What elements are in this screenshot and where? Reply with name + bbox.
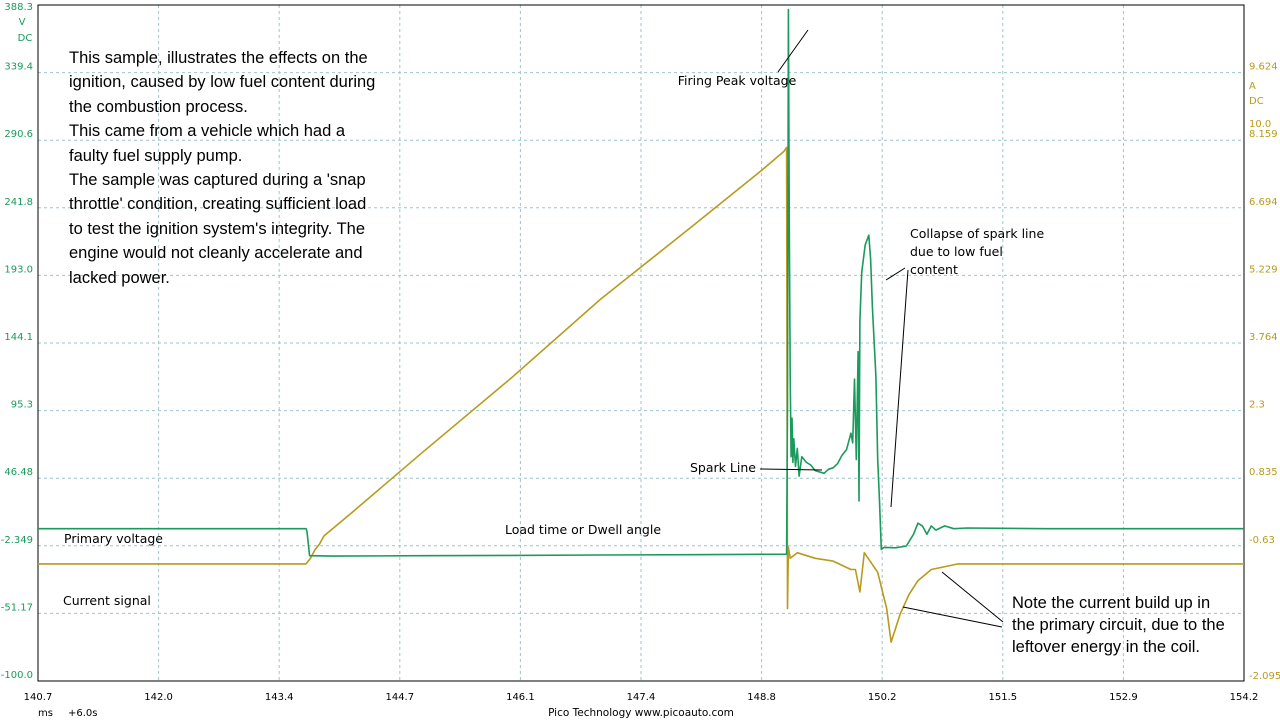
y-right-tick-label: 5.229 xyxy=(1249,264,1278,275)
y-right-tick-label: 10.0 xyxy=(1249,119,1271,130)
x-offset-label: +6.0s xyxy=(68,708,98,719)
leader-spark-line xyxy=(759,468,823,471)
x-tick-label: 148.8 xyxy=(747,692,776,703)
label-current-signal: Current signal xyxy=(63,593,151,608)
y-right-tick-label: 3.764 xyxy=(1249,332,1278,343)
description-line: This came from a vehicle which had a xyxy=(69,122,346,141)
note-line: Note the current build up in xyxy=(1012,594,1211,612)
x-tick-label: 152.9 xyxy=(1109,692,1138,703)
description-line: ignition, caused by low fuel content dur… xyxy=(69,73,376,92)
x-unit: ms xyxy=(38,708,53,719)
x-tick-label: 151.5 xyxy=(988,692,1017,703)
description-line: engine would not cleanly accelerate and xyxy=(69,244,363,263)
x-tick-label: 147.4 xyxy=(627,692,656,703)
leader-firing-peak xyxy=(777,29,809,73)
annotation-dwell: Load time or Dwell angle xyxy=(505,522,661,537)
current-note-text-block: Note the current build up in the primary … xyxy=(1012,592,1272,658)
y-right-tick-label: 8.159 xyxy=(1249,129,1278,140)
annotation-spark-collapse: due to low fuel xyxy=(910,244,1003,259)
y-right-tick-label: 6.694 xyxy=(1249,197,1278,208)
y-right-unit: A xyxy=(1249,81,1256,92)
y-left-tick-label: 339.4 xyxy=(4,62,33,73)
y-left-tick-label: -51.17 xyxy=(1,602,33,613)
y-right-tick-label: 9.624 xyxy=(1249,62,1278,73)
y-left-tick-label: 388.3 xyxy=(4,2,33,13)
label-primary-voltage: Primary voltage xyxy=(64,531,163,546)
y-left-tick-label: -100.0 xyxy=(1,670,33,681)
y-left-tick-label: 290.6 xyxy=(4,129,33,140)
y-left-tick-label: 144.1 xyxy=(4,332,33,343)
x-tick-label: 150.2 xyxy=(868,692,897,703)
y-left-tick-label: 95.3 xyxy=(11,400,33,411)
x-tick-label: 144.7 xyxy=(385,692,414,703)
y-left-unit: V xyxy=(19,17,26,28)
y-left-tick-label: 193.0 xyxy=(4,264,33,275)
leader-spark-collapse-a xyxy=(885,267,906,281)
description-line: the combustion process. xyxy=(69,97,248,116)
y-right-tick-label: 2.3 xyxy=(1249,400,1265,411)
current-signal-trace xyxy=(38,146,1244,643)
y-right-tick-label: -0.63 xyxy=(1249,535,1275,546)
annotation-spark-collapse: Collapse of spark line xyxy=(910,226,1044,241)
x-tick-label: 146.1 xyxy=(506,692,535,703)
description-line: throttle' condition, creating sufficient… xyxy=(69,195,367,214)
description-line: to test the ignition system's integrity.… xyxy=(69,219,366,238)
annotation-spark-line: Spark Line xyxy=(690,460,756,475)
annotation-firing-peak: Firing Peak voltage xyxy=(678,73,797,88)
y-left-tick-label: 241.8 xyxy=(4,197,33,208)
description-line: lacked power. xyxy=(69,268,170,287)
footer-credit: Pico Technology www.picoauto.com xyxy=(548,707,734,719)
x-tick-label: 142.0 xyxy=(144,692,173,703)
y-left-coupling: DC xyxy=(18,33,33,44)
x-tick-label: 143.4 xyxy=(265,692,294,703)
note-line: the primary circuit, due to the xyxy=(1012,616,1225,634)
description-text-block: This sample, illustrates the effects on … xyxy=(69,46,409,290)
primary-voltage-trace xyxy=(38,8,1244,557)
description-line: The sample was captured during a 'snap xyxy=(69,171,366,190)
plot-frame xyxy=(37,4,1245,682)
y-right-tick-label: -2.095 xyxy=(1249,671,1280,682)
leader-current-note-a xyxy=(941,571,1004,623)
description-line: This sample, illustrates the effects on … xyxy=(69,49,368,67)
x-tick-label: 154.2 xyxy=(1230,692,1259,703)
note-line: leftover energy in the coil. xyxy=(1012,638,1201,656)
y-left-tick-label: -2.349 xyxy=(1,535,33,546)
leader-current-note-b xyxy=(902,606,1003,628)
leader-spark-collapse-b xyxy=(890,269,909,508)
description-line: faulty fuel supply pump. xyxy=(69,146,243,165)
y-left-tick-label: 46.48 xyxy=(4,467,33,478)
annotation-spark-collapse: content xyxy=(910,262,958,277)
y-right-tick-label: 0.835 xyxy=(1249,467,1278,478)
y-right-coupling: DC xyxy=(1249,96,1264,107)
x-tick-label: 140.7 xyxy=(24,692,53,703)
